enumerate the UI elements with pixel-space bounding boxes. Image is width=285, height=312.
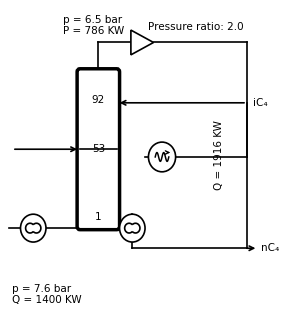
Text: 53: 53 — [92, 144, 105, 154]
Text: 1: 1 — [95, 212, 102, 222]
Text: p = 7.6 bar
Q = 1400 KW: p = 7.6 bar Q = 1400 KW — [12, 284, 82, 305]
Circle shape — [120, 214, 145, 242]
Text: Q = 1916 KW: Q = 1916 KW — [214, 120, 224, 190]
Text: 92: 92 — [92, 95, 105, 105]
Circle shape — [21, 214, 46, 242]
Text: p = 6.5 bar
P = 786 KW: p = 6.5 bar P = 786 KW — [63, 15, 124, 36]
Text: Pressure ratio: 2.0: Pressure ratio: 2.0 — [148, 22, 243, 32]
Text: iC₄: iC₄ — [253, 98, 267, 108]
Polygon shape — [131, 30, 154, 55]
Circle shape — [148, 142, 176, 172]
FancyBboxPatch shape — [77, 69, 120, 230]
Text: nC₄: nC₄ — [261, 243, 279, 253]
